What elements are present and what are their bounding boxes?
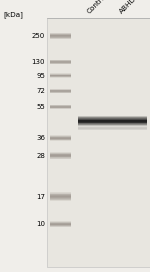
Bar [50,138,71,139]
Text: 55: 55 [36,104,45,110]
Bar [50,105,71,106]
Bar [78,128,147,129]
Bar [50,136,71,137]
Bar [50,197,71,198]
Bar [78,123,147,124]
Bar [50,193,71,194]
Text: 17: 17 [36,194,45,200]
Text: 250: 250 [32,33,45,39]
Bar [78,118,147,119]
Bar [50,74,71,75]
Bar [50,92,71,93]
Bar [50,62,71,63]
Bar [50,199,71,200]
Bar [50,137,71,138]
Bar [50,34,71,35]
Bar [78,116,147,117]
Bar [50,154,71,155]
Bar [50,200,71,201]
Bar [50,76,71,77]
Text: 28: 28 [36,153,45,159]
Bar [50,135,71,136]
Bar [78,120,147,121]
Text: 36: 36 [36,135,45,141]
Bar [50,196,71,197]
Bar [50,107,71,108]
Bar [50,33,71,34]
Bar [47,18,150,267]
Bar [50,222,71,223]
Bar [50,90,71,91]
Bar [50,158,71,159]
Text: 130: 130 [32,59,45,65]
Bar [50,198,71,199]
Bar [50,223,71,224]
Bar [78,125,147,126]
Bar [50,77,71,78]
Bar [50,35,71,36]
Text: Control: Control [86,0,108,15]
Text: ABHD4: ABHD4 [119,0,141,15]
Bar [50,36,71,37]
Bar [78,122,147,123]
Bar [50,73,71,74]
Bar [78,126,147,127]
Bar [50,106,71,107]
Bar [50,75,71,76]
Bar [50,61,71,62]
Bar [50,152,71,153]
Text: 10: 10 [36,221,45,227]
Bar [50,194,71,195]
Bar [50,91,71,92]
Bar [78,121,147,122]
Bar [78,124,147,125]
Bar [78,129,147,130]
Text: [kDa]: [kDa] [3,11,23,18]
Bar [50,153,71,154]
Bar [50,108,71,109]
Text: 95: 95 [36,73,45,79]
Bar [50,156,71,157]
Bar [78,119,147,120]
Bar [50,226,71,227]
Bar [50,155,71,156]
Bar [50,63,71,64]
Bar [50,60,71,61]
Text: 72: 72 [36,88,45,94]
Bar [50,192,71,193]
Bar [78,127,147,128]
Bar [50,157,71,158]
Bar [50,89,71,90]
Bar [78,117,147,118]
Bar [50,221,71,222]
Bar [50,224,71,225]
Bar [50,37,71,38]
Bar [50,139,71,140]
Bar [50,225,71,226]
Bar [50,38,71,39]
Bar [50,195,71,196]
Bar [50,140,71,141]
